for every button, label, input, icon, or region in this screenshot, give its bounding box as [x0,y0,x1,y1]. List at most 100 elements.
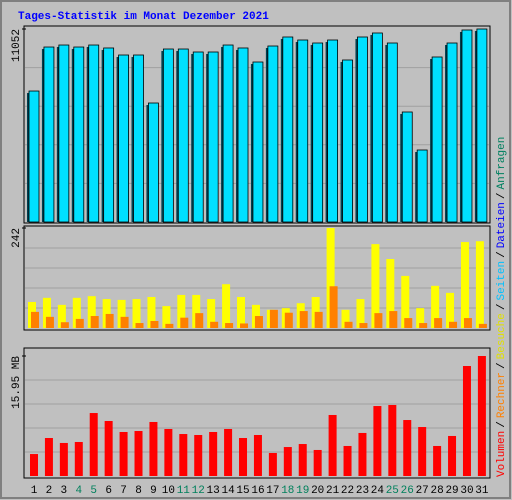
bar [313,449,322,476]
x-tick-label: 19 [296,485,309,497]
bar [132,299,141,328]
bar [44,438,53,476]
legend-separator: / [496,304,508,311]
bar [105,313,114,328]
bar [239,438,248,476]
bar [192,294,201,328]
bar [89,413,98,476]
bar [207,51,219,223]
bar [416,149,428,223]
bar [30,454,38,476]
legend-entry: Seiten [496,261,508,301]
bar [72,297,81,328]
bar [195,313,204,328]
bar [177,48,189,223]
bar [88,44,100,223]
bar [389,311,398,328]
bar [222,284,231,328]
bar [74,441,83,476]
chart-title: Tages-Statistik im Monat Dezember 2021 [18,11,269,23]
bar [209,431,218,476]
x-tick-label: 11 [177,485,191,497]
bar [135,323,144,328]
bar [267,45,279,223]
x-tick-label: 3 [61,485,68,497]
bar [60,322,69,328]
bar [388,404,397,476]
legend-entry: Volumen [496,431,508,477]
bar [386,258,395,328]
bar [147,297,156,328]
x-tick-label: 27 [416,485,429,497]
legend-separator: / [496,251,508,258]
legend-separator: / [496,192,508,199]
bar [253,434,262,476]
y-tick-label: 11052 [11,29,23,62]
bar [419,323,428,328]
y-tick-label: 15.95 MB [11,356,23,409]
x-tick-label: 18 [281,485,294,497]
bar [284,312,293,328]
bar [73,46,85,223]
bar [207,299,216,328]
bar [359,323,368,328]
bar [149,421,158,476]
bar [43,46,55,223]
x-tick-label: 6 [105,485,112,497]
bar [179,434,188,476]
bar [42,297,51,328]
x-tick-label: 30 [460,485,473,497]
bar [477,356,486,476]
bar [103,47,115,223]
bar [254,316,263,328]
bar [134,431,143,476]
bar [298,444,307,476]
x-tick-label: 28 [431,485,444,497]
bar [449,321,458,328]
bar [431,285,440,328]
bar [329,286,338,328]
legend-separator: / [496,421,508,428]
bar [162,306,171,328]
bar [326,228,335,328]
panel [23,225,491,331]
bar [269,309,278,328]
x-tick-label: 8 [135,485,142,497]
bar [119,431,128,476]
bar [401,275,410,328]
bar [357,36,368,223]
bar [180,317,189,328]
bar [404,318,413,328]
bar [28,90,40,223]
bar [222,44,234,223]
x-tick-label: 17 [266,485,279,497]
bar [90,316,99,328]
legend-entry: Dateien [496,202,508,248]
x-tick-label: 14 [221,485,235,497]
x-tick-label: 13 [207,485,220,497]
bar [446,292,455,328]
bar [434,318,443,328]
bar [237,47,249,223]
x-tick-label: 23 [356,485,369,497]
x-tick-label: 29 [445,485,458,497]
bar [386,42,398,223]
legend-entry: Anfragen [496,137,508,190]
bar [448,435,457,476]
bar [446,42,458,223]
bar [478,323,487,328]
bar [45,316,54,328]
bar [165,323,174,328]
bar [117,299,126,328]
x-tick-label: 7 [120,485,127,497]
bar [314,311,323,328]
x-tick-label: 4 [75,485,82,497]
bar [371,244,380,328]
bar [312,42,324,223]
bar [358,432,367,476]
x-tick-label: 15 [236,485,249,497]
legend-entry: Rechner [496,372,508,418]
bar [237,297,246,328]
